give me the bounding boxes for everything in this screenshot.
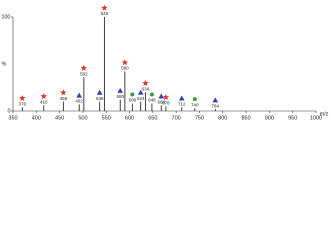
circle-marker [192, 97, 197, 102]
star-marker [142, 79, 149, 86]
peak-label: 580 [116, 94, 124, 99]
x-tick-label: 550 [102, 115, 111, 121]
x-tick-label: 400 [32, 115, 41, 121]
triangle-marker [137, 89, 144, 95]
chart: % m/z 0 100 350 400 450 500 550 600 650 700 750 800… [1, 4, 329, 121]
x-tick-label: 800 [218, 115, 227, 121]
x-tick-label: 900 [265, 115, 274, 121]
star-marker [162, 94, 170, 100]
star-marker [80, 64, 87, 71]
peak-label: 606 [129, 98, 137, 103]
triangle-marker [178, 95, 185, 101]
x-tick-label: 600 [125, 115, 134, 121]
triangle-marker [212, 97, 219, 103]
peak-label: 458 [60, 96, 68, 101]
circle-marker [149, 92, 154, 97]
x-tick-label: 500 [78, 115, 87, 121]
peak-label: 668 [157, 100, 165, 105]
x-tick-label: 650 [148, 115, 157, 121]
peak-label: 624 [137, 96, 145, 101]
star-marker [101, 4, 108, 11]
peak-label: 648 [148, 98, 156, 103]
triangle-marker [76, 92, 82, 98]
x-tick-label: 950 [288, 115, 297, 121]
circle-marker [130, 92, 135, 97]
y-tick-label: 100 [1, 14, 10, 20]
peak-label: 502 [80, 71, 88, 76]
star-marker [40, 93, 47, 100]
peak-label: 590 [121, 66, 129, 71]
peak-label: 784 [212, 103, 220, 108]
star-marker [121, 59, 129, 66]
y-tick-label: 0 [7, 108, 10, 114]
triangle-marker [117, 87, 124, 93]
peak-label: 678 [162, 100, 170, 105]
peak-label: 416 [40, 100, 48, 105]
x-tick-label: 750 [195, 115, 204, 121]
peak-label: 546 [101, 11, 109, 16]
peak-label: 634 [142, 86, 150, 91]
x-tick-label: 350 [8, 115, 17, 121]
peak-label: 536 [96, 96, 104, 101]
y-axis-label: % [2, 61, 7, 67]
peak-label: 370 [19, 101, 27, 106]
peak-label: 712 [178, 101, 186, 106]
x-tick-label: 850 [241, 115, 250, 121]
triangle-marker [158, 93, 165, 99]
peak-label: 492 [75, 99, 83, 104]
x-tick-label: 700 [172, 115, 181, 121]
triangle-marker [96, 89, 103, 95]
peak-label: 740 [191, 102, 199, 107]
x-axis-label: m/z [320, 111, 329, 117]
x-tick-label: 450 [55, 115, 64, 121]
x-tick-label: 1000 [310, 115, 322, 121]
star-marker [60, 89, 67, 96]
star-marker [19, 94, 26, 101]
